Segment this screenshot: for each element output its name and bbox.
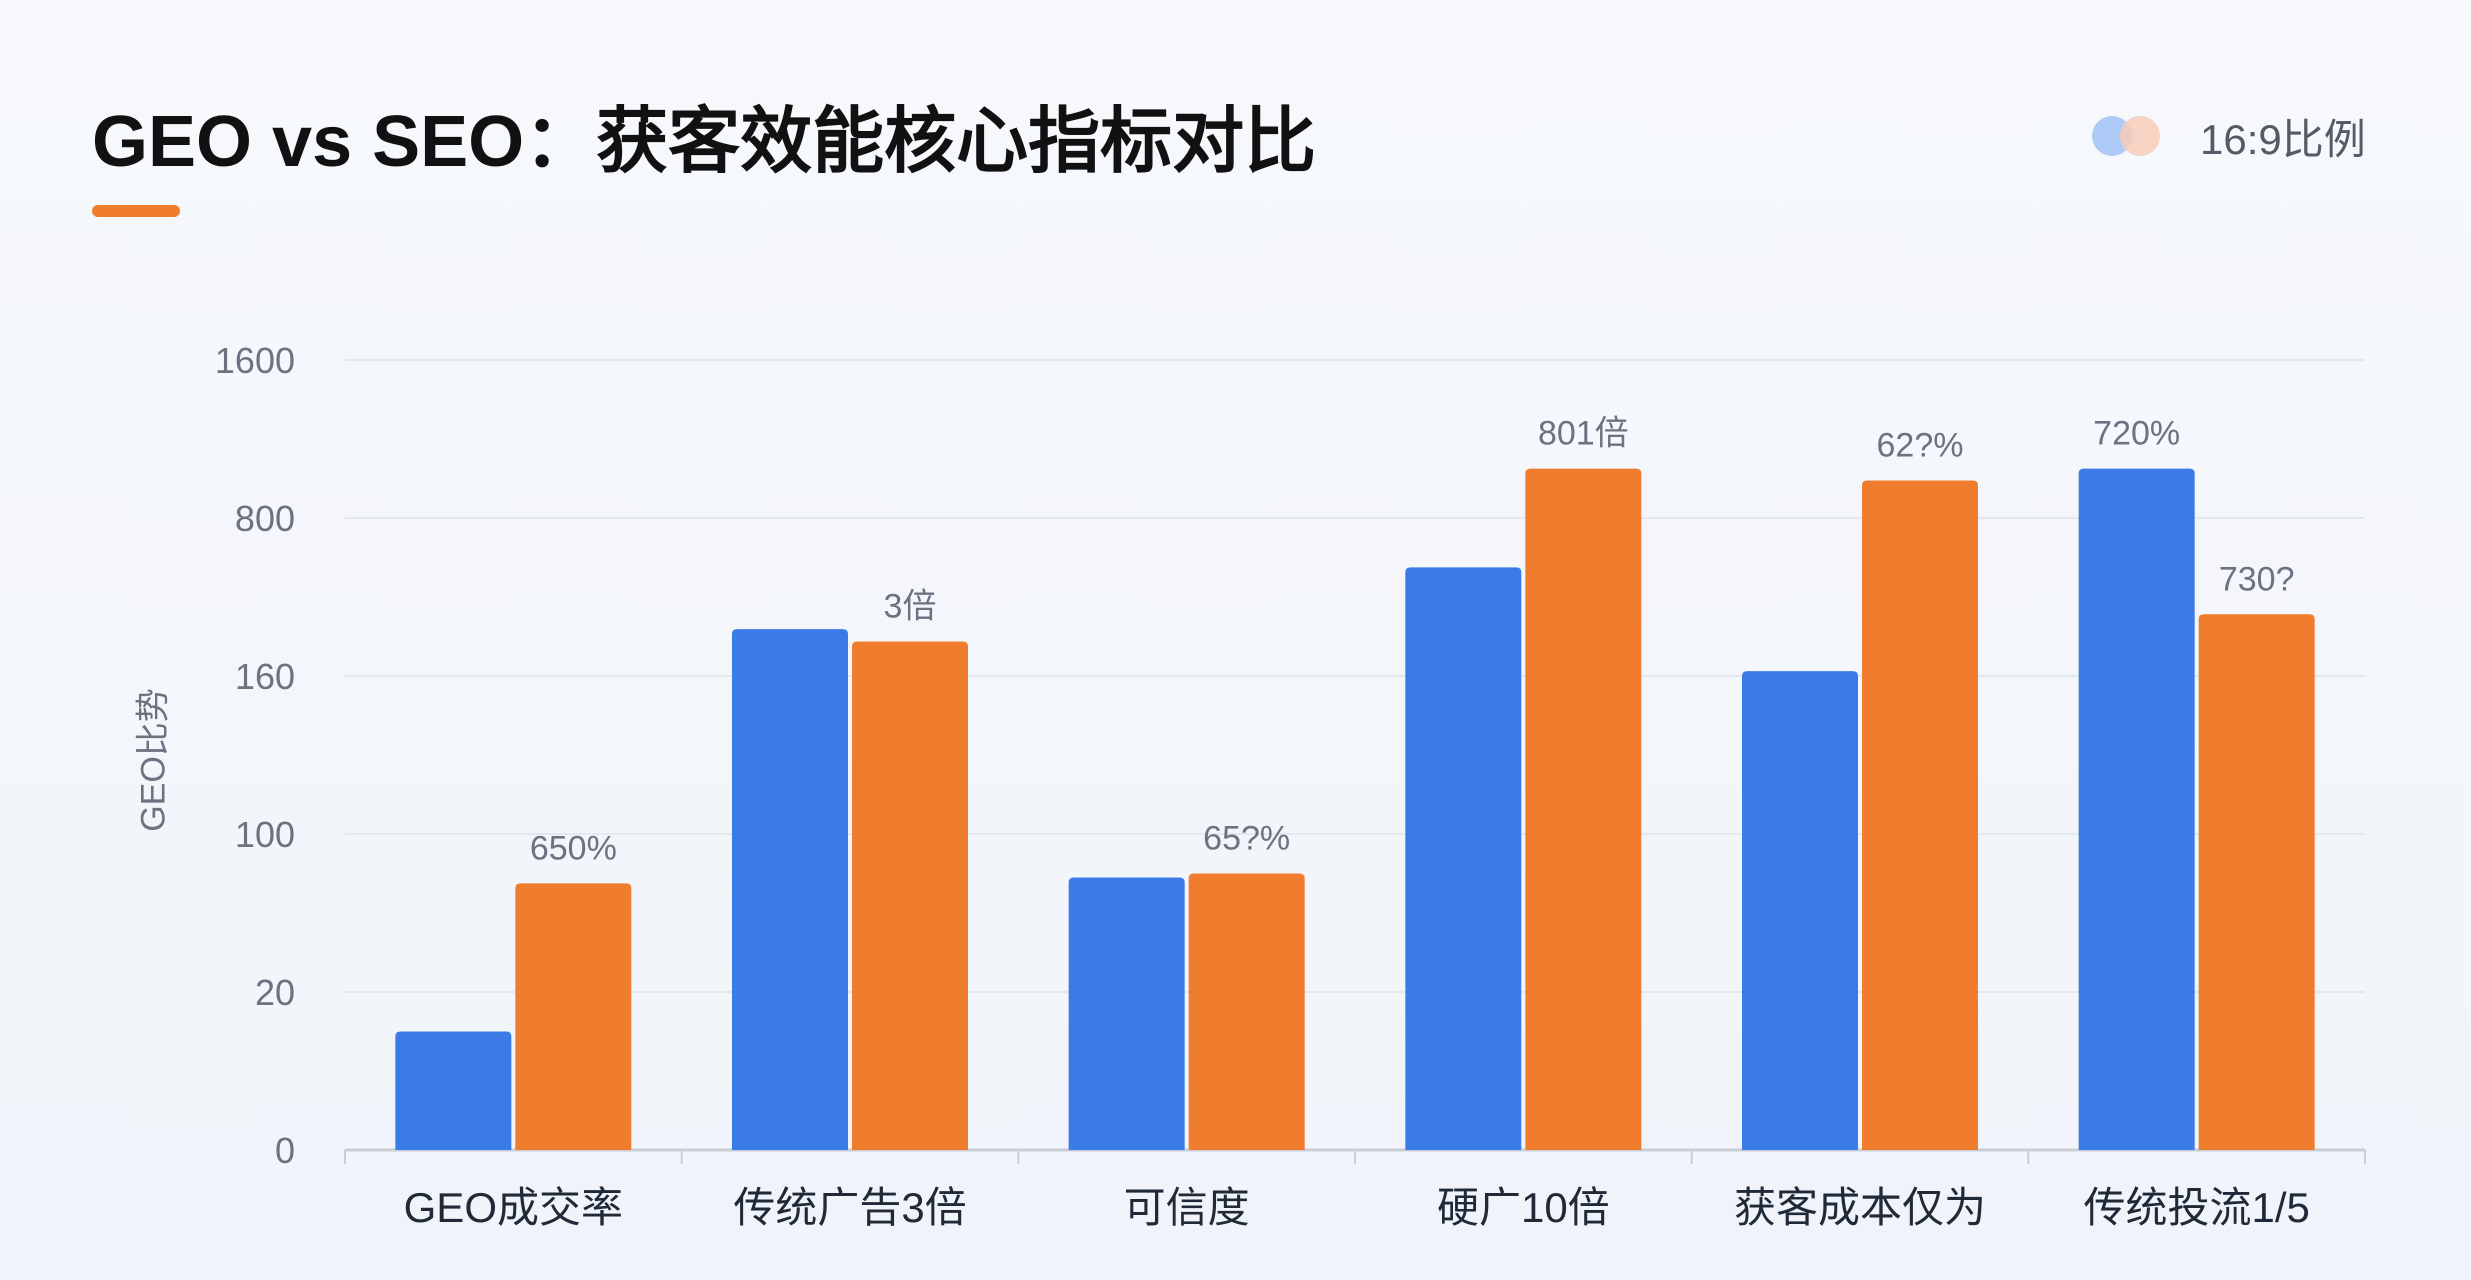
y-tick-label: 800 <box>235 498 295 539</box>
x-category-label: 获客成本仅为 <box>1734 1184 1986 1231</box>
bar-blue <box>2078 468 2195 1150</box>
bar-blue <box>1068 877 1185 1150</box>
title-underline-accent <box>92 205 180 217</box>
bar-data-label: 730? <box>2219 560 2295 598</box>
bar-data-label: 650% <box>530 829 617 867</box>
orange-circle-icon <box>2120 116 2160 156</box>
bar-orange <box>852 641 968 1150</box>
bar-orange <box>1525 468 1642 1150</box>
y-tick-label: 160 <box>235 656 295 697</box>
y-tick-label: 0 <box>275 1130 295 1171</box>
x-category-label: 硬广10倍 <box>1437 1184 1610 1231</box>
bar-data-label: 65?% <box>1203 820 1290 858</box>
bar-blue <box>732 629 848 1150</box>
bar-data-label: 801倍 <box>1538 415 1629 453</box>
x-category-label: 传统投流1/5 <box>2083 1184 2309 1231</box>
bar-orange <box>2198 614 2315 1150</box>
bar-orange <box>1188 873 1305 1150</box>
bar-data-label: 720% <box>2093 415 2180 453</box>
labels-layer: 0 20 100 160 800 1600 GEO成交率 传统广告3倍 可信度 硬广10倍 获客成本… <box>215 340 2310 1231</box>
bar-orange <box>1862 480 1978 1151</box>
bar-data-label: 3倍 <box>884 587 937 625</box>
y-tick-label: 1600 <box>215 340 295 381</box>
bar-orange <box>515 883 632 1150</box>
x-category-label: 传统广告3倍 <box>733 1184 966 1231</box>
y-tick-label: 100 <box>235 814 295 855</box>
bars-layer <box>395 468 2315 1151</box>
aspect-ratio-badge: 16:9比例 <box>2092 108 2366 164</box>
bar-blue <box>1405 567 1522 1150</box>
grid-layer <box>344 359 2366 1164</box>
aspect-ratio-label: 16:9比例 <box>2200 115 2366 163</box>
page-title: GEO vs SEO：获客效能核心指标对比 <box>92 102 1317 182</box>
y-tick-label: 20 <box>255 972 295 1013</box>
bar-blue <box>1742 671 1858 1150</box>
bar-blue <box>395 1031 512 1150</box>
overlapping-circles-icon <box>2092 112 2172 160</box>
bar-data-label: 62?% <box>1877 426 1964 464</box>
x-category-label: GEO成交率 <box>404 1184 623 1231</box>
x-category-label: 可信度 <box>1124 1184 1250 1231</box>
